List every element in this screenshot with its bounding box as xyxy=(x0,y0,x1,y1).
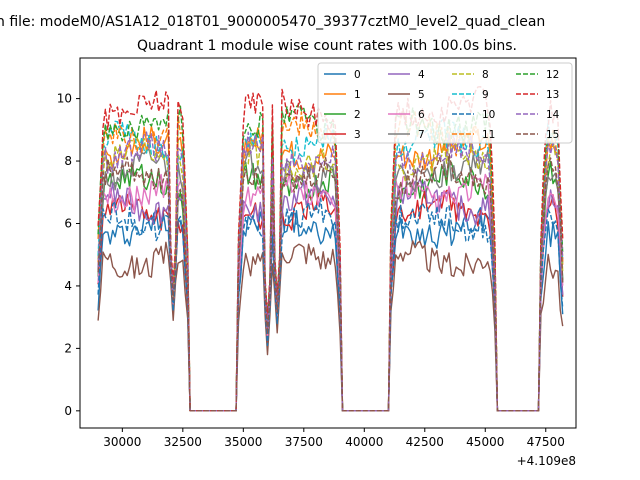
legend-label-11: 11 xyxy=(482,129,495,141)
legend-label-0: 0 xyxy=(354,69,361,81)
y-tick-label: 10 xyxy=(57,92,72,106)
x-tick-label: 40000 xyxy=(345,435,383,449)
x-tick-label: 30000 xyxy=(103,435,141,449)
legend-label-14: 14 xyxy=(546,109,560,121)
x-tick-label: 35000 xyxy=(224,435,262,449)
figure-suptitle: n file: modeM0/AS1A12_018T01_9000005470_… xyxy=(0,14,545,30)
y-tick-label: 4 xyxy=(64,279,72,293)
plot-frame xyxy=(79,57,577,429)
series-line-14 xyxy=(97,131,564,412)
legend-label-1: 1 xyxy=(354,89,361,101)
legend-label-5: 5 xyxy=(418,89,425,101)
legend-label-12: 12 xyxy=(546,69,559,81)
series-line-15 xyxy=(97,153,564,412)
y-tick-label: 0 xyxy=(64,404,72,418)
legend-label-3: 3 xyxy=(354,129,361,141)
y-tick-label: 6 xyxy=(64,216,72,230)
x-tick-label: 45000 xyxy=(466,435,504,449)
x-tick-label: 47500 xyxy=(527,435,565,449)
x-tick-label: 42500 xyxy=(406,435,444,449)
x-tick-label: 32500 xyxy=(164,435,202,449)
legend-label-15: 15 xyxy=(546,129,559,141)
legend-label-7: 7 xyxy=(418,129,425,141)
legend-label-2: 2 xyxy=(354,109,361,121)
y-tick-label: 2 xyxy=(64,341,72,355)
legend-box xyxy=(317,62,573,144)
legend-label-13: 13 xyxy=(546,89,559,101)
x-tick-label: 37500 xyxy=(285,435,323,449)
legend-label-6: 6 xyxy=(418,109,425,121)
chart-title: Quadrant 1 module wise count rates with … xyxy=(137,38,517,54)
x-offset-label: +4.109e8 xyxy=(517,454,576,468)
y-axis: 0 2 4 6 8 10 xyxy=(57,92,80,418)
legend-label-10: 10 xyxy=(482,109,495,121)
y-tick-label: 8 xyxy=(64,154,72,168)
x-axis: 30000 32500 35000 37500 40000 42500 45000 47500 xyxy=(103,428,565,449)
legend-label-8: 8 xyxy=(482,69,489,81)
legend-label-9: 9 xyxy=(482,89,489,101)
legend-label-4: 4 xyxy=(418,69,425,81)
